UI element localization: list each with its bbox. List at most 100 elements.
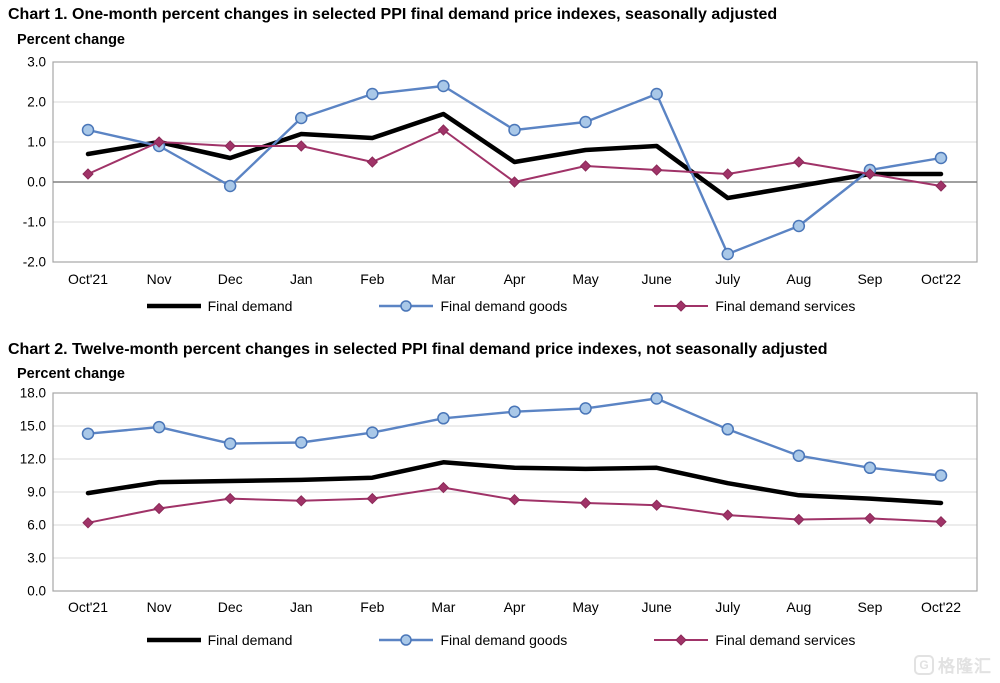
chart1-plot-area: 3.0 2.0 1.0 0.0 -1.0 -2.0 Oct'21 Nov Dec Jan Feb Ma… <box>23 55 978 287</box>
circle-marker <box>366 426 379 439</box>
diamond-marker <box>722 509 734 521</box>
diamond-marker <box>935 180 947 192</box>
x-tick-label: May <box>572 271 598 287</box>
watermark-text: 格隆汇 <box>938 657 992 676</box>
final-demand-line-sample <box>146 303 201 309</box>
legend-label-final-demand-services: Final demand services <box>715 298 856 314</box>
circle-marker <box>792 219 806 233</box>
diamond-marker <box>579 497 592 509</box>
gelonghui-logo-icon: G <box>914 654 934 675</box>
x-tick-label: Jan <box>290 599 313 615</box>
legend-label-final-demand: Final demand <box>207 298 293 314</box>
y-tick-label: -2.0 <box>23 255 46 270</box>
chart1-legend: Final demand Final demand goods Final de… <box>0 298 1000 314</box>
legend-item-final-demand: Final demand <box>145 298 293 314</box>
y-tick-label: 6.0 <box>27 518 46 533</box>
x-tick-label: Oct'22 <box>921 271 961 287</box>
circle-marker <box>81 123 95 137</box>
final-demand-goods-line-sample <box>379 300 434 312</box>
x-tick-label: Oct'21 <box>68 599 108 615</box>
x-tick-label: Sep <box>857 271 882 287</box>
circle-marker <box>650 87 663 101</box>
diamond-marker <box>224 492 236 505</box>
diamond-marker <box>650 164 663 176</box>
y-tick-label: 0.0 <box>27 584 46 599</box>
x-tick-label: Oct'22 <box>921 599 961 615</box>
legend-label-final-demand: Final demand <box>207 632 293 648</box>
diamond-marker <box>650 499 663 511</box>
final-demand-line-sample <box>146 637 201 643</box>
x-tick-label: Nov <box>147 271 172 287</box>
y-tick-label: 9.0 <box>27 485 46 500</box>
y-tick-label: 1.0 <box>27 135 46 150</box>
x-tick-label: June <box>641 599 672 615</box>
y-tick-label: 3.0 <box>27 55 46 70</box>
x-tick-label: Dec <box>218 271 243 287</box>
circle-marker <box>934 151 948 165</box>
diamond-marker <box>508 176 521 188</box>
x-tick-label: Apr <box>504 271 526 287</box>
final-demand-services-line-sample <box>654 634 709 646</box>
diamond-marker <box>82 168 94 180</box>
x-tick-label: Aug <box>786 271 811 287</box>
y-tick-label: -1.0 <box>23 215 46 230</box>
x-tick-label: Apr <box>504 599 526 615</box>
circle-marker <box>152 420 166 434</box>
diamond-marker <box>793 513 805 526</box>
legend-label-final-demand-services: Final demand services <box>715 632 856 648</box>
diamond-marker <box>437 481 450 494</box>
x-tick-label: Jan <box>290 271 313 287</box>
x-tick-label: Dec <box>218 599 243 615</box>
circle-marker <box>721 247 734 261</box>
y-tick-label: 2.0 <box>27 95 46 110</box>
circle-marker <box>366 87 379 101</box>
diamond-marker <box>366 156 379 168</box>
circle-marker <box>508 123 521 137</box>
circle-marker <box>437 412 450 425</box>
diamond-marker <box>224 140 236 152</box>
series-line-final-demand-goods <box>86 84 943 256</box>
y-tick-label: 3.0 <box>27 551 46 566</box>
series-line-final-demand <box>85 460 944 506</box>
chart2-plot-area: 18.0 15.0 12.0 9.0 6.0 3.0 0.0 Oct'21 Nov Dec Jan F… <box>20 386 978 615</box>
x-tick-label: Mar <box>431 599 455 615</box>
circle-marker <box>579 402 592 415</box>
x-tick-label: Feb <box>360 271 384 287</box>
circle-marker <box>579 115 592 129</box>
y-tick-label: 12.0 <box>20 452 46 467</box>
legend-label-final-demand-goods: Final demand goods <box>440 298 568 314</box>
diamond-marker <box>508 493 521 506</box>
plot-border <box>52 61 978 263</box>
legend-item-final-demand-services: Final demand services <box>652 298 855 314</box>
diamond-marker <box>366 492 379 505</box>
legend-item-final-demand: Final demand <box>145 632 293 648</box>
circle-marker <box>792 449 806 462</box>
diamond-marker <box>579 160 592 172</box>
y-tick-label: 15.0 <box>20 419 46 434</box>
circle-marker <box>223 437 237 450</box>
x-tick-label: Aug <box>786 599 811 615</box>
chart2-ylabel: Percent change <box>17 366 125 382</box>
x-tick-label: Sep <box>857 599 882 615</box>
diamond-marker <box>935 515 947 528</box>
circle-marker <box>721 423 734 436</box>
circle-marker <box>934 469 948 482</box>
series-line-final-demand <box>85 111 944 201</box>
circle-marker <box>650 392 663 405</box>
circle-marker <box>295 436 308 449</box>
legend-label-final-demand-goods: Final demand goods <box>440 632 568 648</box>
chart1-ylabel: Percent change <box>17 32 125 48</box>
diamond-marker <box>793 156 805 168</box>
x-tick-label: May <box>572 599 598 615</box>
legend-item-final-demand-goods: Final demand goods <box>377 298 567 314</box>
circle-marker <box>863 461 877 475</box>
diamond-marker <box>295 495 307 507</box>
chart1-title: Chart 1. One-month percent changes in se… <box>8 6 778 23</box>
diamond-marker <box>153 136 165 148</box>
x-tick-label: Mar <box>431 271 455 287</box>
watermark: G 格隆汇 <box>914 652 992 677</box>
chart2-legend: Final demand Final demand goods Final de… <box>0 632 1000 648</box>
y-tick-label: 18.0 <box>20 386 46 401</box>
x-tick-label: July <box>715 271 740 287</box>
